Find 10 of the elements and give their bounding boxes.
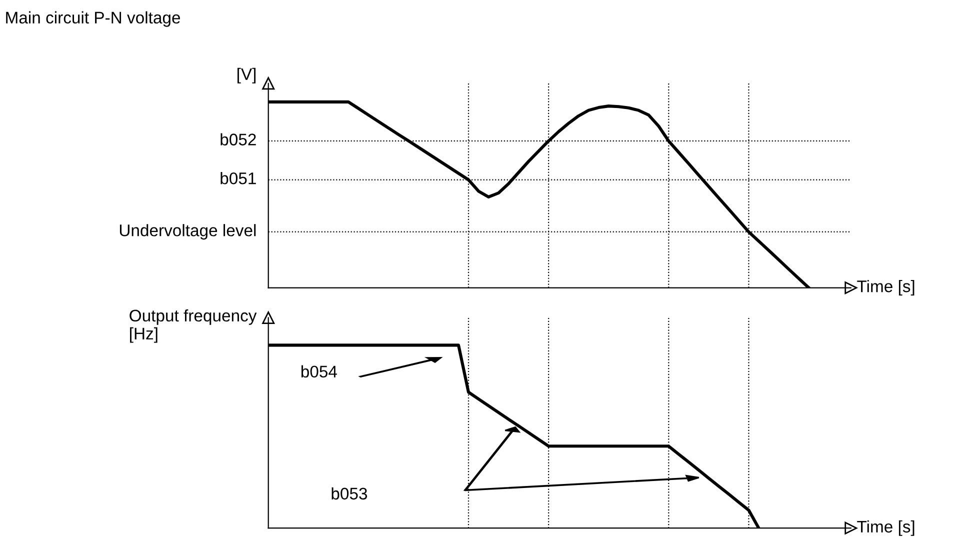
y-axis-title: Output frequency [Hz] <box>130 309 257 343</box>
annotation: b053 <box>332 487 368 500</box>
x-axis-title: Time [s] <box>857 520 914 536</box>
ref-line-label: Undervoltage level <box>120 224 256 240</box>
text: [V] <box>238 68 256 84</box>
annotation: b054 <box>301 365 337 378</box>
y-axis-title: Main circuit P-N voltage <box>6 11 180 27</box>
ref-line-label: b051 <box>220 172 256 184</box>
x-axis-title: Time [s] <box>857 280 914 296</box>
ref-line-label: b052 <box>220 133 256 146</box>
